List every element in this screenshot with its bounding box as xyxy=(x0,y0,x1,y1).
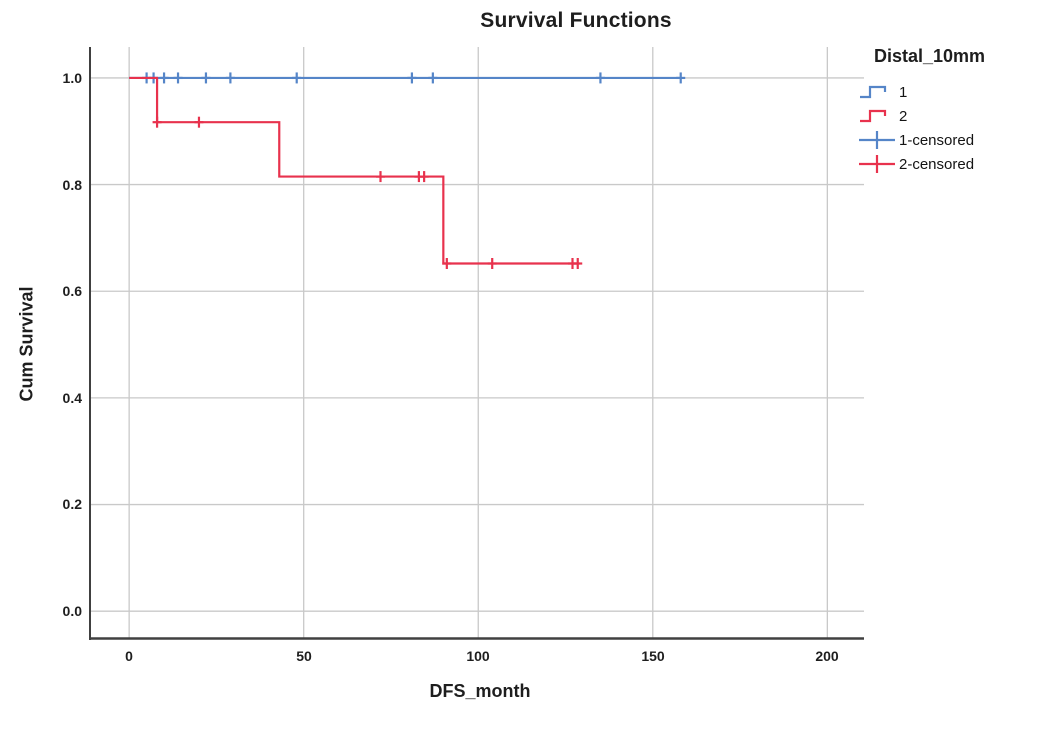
y-tick-label: 0.8 xyxy=(62,177,82,193)
step-line-icon xyxy=(860,109,887,123)
x-axis-title: DFS_month xyxy=(429,681,531,701)
plus-marker-icon xyxy=(859,155,895,173)
survival-curve-group-2 xyxy=(129,76,580,265)
y-axis-title: Cum Survival xyxy=(16,286,37,402)
x-tick-label: 50 xyxy=(296,648,312,664)
x-tick-label: 200 xyxy=(815,648,839,664)
chart-title: Survival Functions xyxy=(480,9,672,32)
plot-area xyxy=(89,47,864,640)
legend-item-group1-censored: 1-censored xyxy=(857,128,1035,152)
legend-title: Distal_10mm xyxy=(874,46,986,66)
x-tick-label: 0 xyxy=(125,648,133,664)
legend-item-group1: 1 xyxy=(857,80,1035,104)
legend-item-label: 1 xyxy=(899,83,908,101)
legend-item-label: 1-censored xyxy=(899,131,975,149)
y-tick-label: 0.2 xyxy=(62,496,82,512)
y-tick-label: 0.6 xyxy=(62,283,82,299)
y-tick-label: 0.4 xyxy=(62,390,82,406)
legend-item-group2: 2 xyxy=(857,104,1035,128)
y-tick-label: 1.0 xyxy=(62,70,82,86)
legend: Distal_10mm 1 2 1-censored 2-censored xyxy=(857,46,1035,176)
legend-item-group2-censored: 2-censored xyxy=(857,152,1035,176)
x-tick-label: 150 xyxy=(641,648,665,664)
y-tick-label: 0.0 xyxy=(62,603,82,619)
x-tick-label: 100 xyxy=(466,648,490,664)
step-line-icon xyxy=(860,85,887,99)
plus-marker-icon xyxy=(859,131,895,149)
legend-item-label: 2-censored xyxy=(899,155,975,173)
legend-item-label: 2 xyxy=(899,107,908,125)
